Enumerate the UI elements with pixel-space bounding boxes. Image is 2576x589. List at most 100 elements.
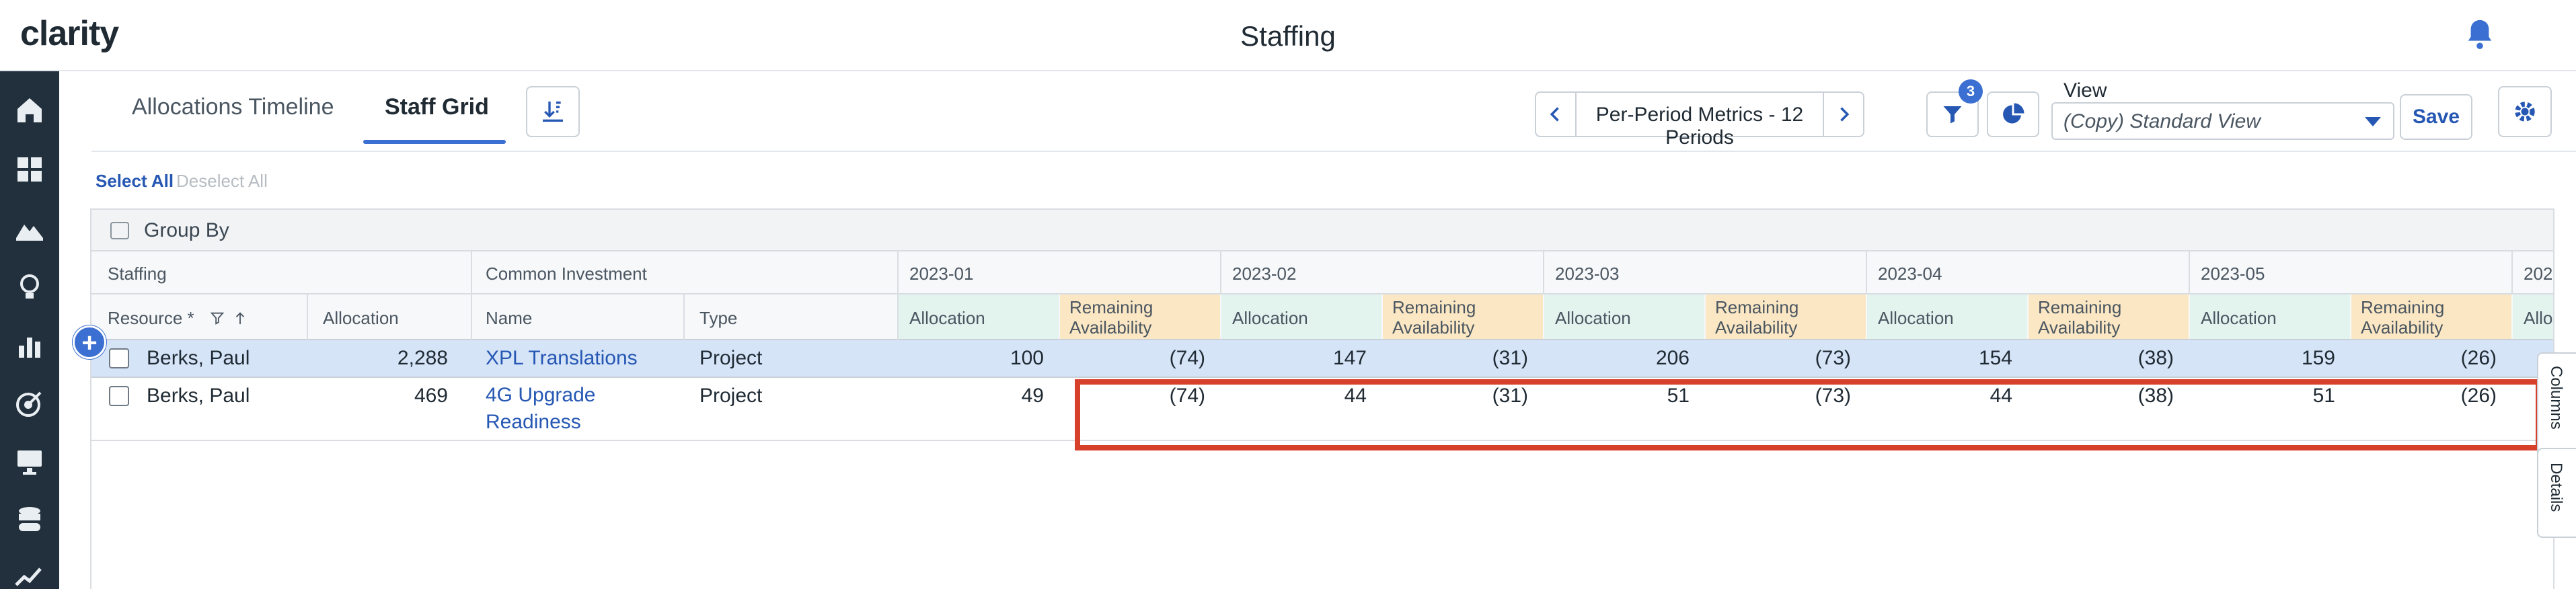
period-allocation-header[interactable]: Allocation — [1221, 294, 1381, 339]
next-period-button[interactable] — [1823, 93, 1863, 136]
staff-grid: Group By Staffing Common Investment 2023… — [90, 208, 2554, 589]
bar-chart-icon[interactable] — [13, 329, 46, 362]
chart-toggle-button[interactable] — [1987, 91, 2039, 137]
period-remaining-header[interactable]: Remaining Availability — [2351, 294, 2511, 339]
row-checkbox[interactable] — [109, 386, 129, 406]
period-value-cell: (31) — [1492, 347, 1528, 369]
period-remaining-header[interactable]: Remaining Availability — [1383, 294, 1543, 339]
column-group-header-row: Staffing Common Investment 2023-01 2023-… — [91, 251, 2553, 294]
period-value-cell[interactable]: 44 — [1990, 385, 2012, 407]
period-value-cell[interactable]: 44 — [1344, 385, 1367, 407]
period-remaining-header[interactable]: Remaining Availability — [1706, 294, 1866, 339]
table-row[interactable]: Berks, Paul 2,288 XPL Translations Proje… — [91, 340, 2553, 378]
resource-cell: Berks, Paul — [147, 385, 250, 407]
column-divider — [897, 251, 899, 294]
period-allocation-header[interactable]: Allo — [2513, 294, 2553, 339]
highlight-box — [1075, 379, 2541, 450]
period-allocation-header[interactable]: Allocation — [1544, 294, 1704, 339]
chevron-left-icon — [1550, 107, 1559, 122]
resource-column-header[interactable]: Resource * — [108, 308, 194, 328]
column-divider — [307, 294, 308, 340]
period-remaining-header[interactable]: Remaining Availability — [1060, 294, 1220, 339]
sort-ascending-icon[interactable] — [234, 311, 246, 325]
period-value-cell: (74) — [1169, 385, 1205, 407]
save-view-button[interactable]: Save — [2400, 94, 2472, 140]
column-header-row: Resource * Allocation Name Type Allocati… — [91, 294, 2553, 340]
table-row[interactable]: Berks, Paul 469 4G Upgrade Readiness Proj… — [91, 378, 2553, 441]
period-header: 2023-02 — [1232, 264, 1297, 284]
period-value-cell: (73) — [1815, 347, 1851, 369]
pie-chart-icon — [2003, 103, 2024, 124]
database-icon[interactable] — [13, 504, 46, 537]
type-column-header[interactable]: Type — [699, 308, 738, 328]
select-all-link[interactable]: Select All — [96, 171, 174, 191]
mountain-chart-icon[interactable] — [13, 211, 46, 243]
notification-bell-icon[interactable] — [2464, 17, 2495, 51]
period-value-cell[interactable]: 159 — [2301, 347, 2335, 369]
period-value-cell: (38) — [2137, 385, 2174, 407]
column-divider — [897, 294, 899, 340]
home-icon[interactable] — [13, 94, 46, 126]
row-checkbox[interactable] — [109, 348, 129, 368]
deselect-all-link[interactable]: Deselect All — [176, 171, 268, 191]
period-value-cell[interactable]: 49 — [1021, 385, 1044, 407]
caret-down-icon — [2365, 117, 2381, 126]
view-label: View — [2063, 79, 2107, 102]
period-allocation-header[interactable]: Allocation — [2190, 294, 2350, 339]
period-value-cell[interactable]: 100 — [1010, 347, 1044, 369]
dashboard-icon[interactable] — [13, 153, 46, 186]
period-value-cell[interactable]: 206 — [1655, 347, 1690, 369]
group-by-icon — [110, 222, 129, 239]
lightbulb-icon[interactable] — [13, 270, 46, 303]
column-divider — [1220, 251, 1221, 294]
period-value-cell: (74) — [1169, 347, 1205, 369]
columns-side-tab[interactable]: Columns — [2537, 352, 2576, 459]
tab-allocations-timeline[interactable]: Allocations Timeline — [132, 94, 334, 120]
name-column-header[interactable]: Name — [486, 308, 533, 328]
top-header: clarity Staffing — [0, 0, 2576, 71]
type-cell: Project — [699, 347, 763, 369]
clarity-logo[interactable]: clarity — [20, 14, 119, 53]
allocation-cell: 2,288 — [397, 347, 448, 369]
period-allocation-header[interactable]: Allocation — [1867, 294, 2027, 339]
staffing-group-header: Staffing — [108, 264, 167, 284]
period-allocation-header[interactable]: Allocation — [899, 294, 1059, 339]
add-row-button[interactable]: + — [73, 325, 106, 359]
period-value-cell: (38) — [2137, 347, 2174, 369]
chevron-right-icon — [1840, 107, 1850, 122]
filter-count-badge: 3 — [1959, 79, 1983, 104]
metrics-label[interactable]: Per-Period Metrics - 12 Periods — [1595, 104, 1804, 149]
period-value-cell: (26) — [2460, 385, 2497, 407]
monitor-icon[interactable] — [13, 445, 46, 477]
period-value-cell[interactable]: 147 — [1332, 347, 1367, 369]
view-select[interactable]: (Copy) Standard View — [2051, 102, 2394, 140]
trend-line-icon[interactable] — [13, 558, 46, 589]
investment-group-header: Common Investment — [486, 264, 647, 284]
period-header: 2023-05 — [2201, 264, 2265, 284]
period-value-cell[interactable]: 51 — [1667, 385, 1690, 407]
period-header: 2023-01 — [909, 264, 974, 284]
filter-outline-icon[interactable] — [210, 311, 225, 325]
left-navigation — [0, 71, 59, 589]
period-remaining-header[interactable]: Remaining Availability — [2029, 294, 2189, 339]
period-value-cell[interactable]: 154 — [1978, 347, 2012, 369]
type-cell: Project — [699, 385, 763, 407]
details-side-tab[interactable]: Details — [2537, 448, 2576, 538]
export-button[interactable] — [526, 86, 580, 137]
target-icon[interactable] — [13, 387, 46, 420]
filter-icon — [1943, 106, 1962, 124]
column-divider — [2189, 251, 2190, 294]
toolbar-divider — [91, 151, 2576, 152]
column-divider — [683, 294, 685, 340]
grid-settings-button[interactable] — [2498, 86, 2552, 137]
group-by-bar[interactable]: Group By — [91, 210, 2553, 251]
investment-name-link[interactable]: 4G Upgrade Readiness — [486, 384, 596, 433]
investment-name-link[interactable]: XPL Translations — [486, 347, 638, 369]
tab-staff-grid[interactable]: Staff Grid — [385, 94, 489, 120]
previous-period-button[interactable] — [1536, 93, 1577, 136]
period-value-cell: (73) — [1815, 385, 1851, 407]
column-divider — [1866, 251, 1867, 294]
allocation-column-header[interactable]: Allocation — [323, 308, 399, 328]
period-value-cell[interactable]: 51 — [2312, 385, 2335, 407]
group-by-label: Group By — [144, 219, 229, 241]
